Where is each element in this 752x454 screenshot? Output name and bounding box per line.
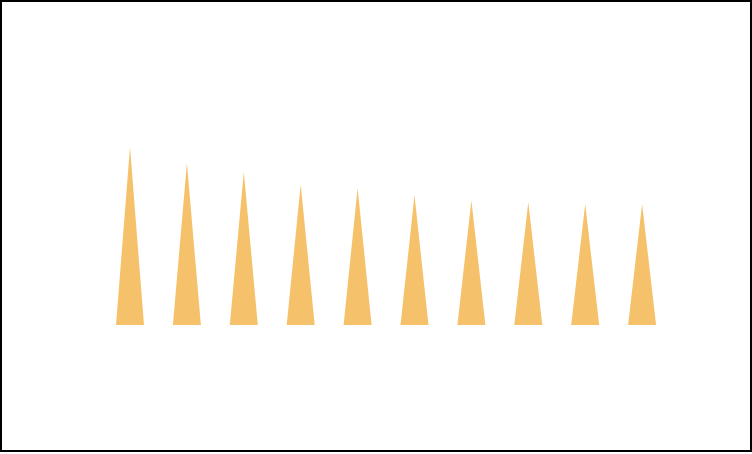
bar-mark-1	[116, 147, 144, 325]
bar-mark-6	[400, 195, 429, 325]
bar-mark-8	[514, 202, 543, 325]
bar-mark-2	[172, 163, 201, 325]
bar-mark-7	[457, 200, 486, 325]
bar-mark-4	[286, 184, 315, 325]
bar-mark-5	[343, 187, 372, 325]
bar-mark-3	[229, 171, 258, 325]
bar-mark-9	[571, 203, 600, 325]
bar-mark-10	[628, 203, 657, 325]
